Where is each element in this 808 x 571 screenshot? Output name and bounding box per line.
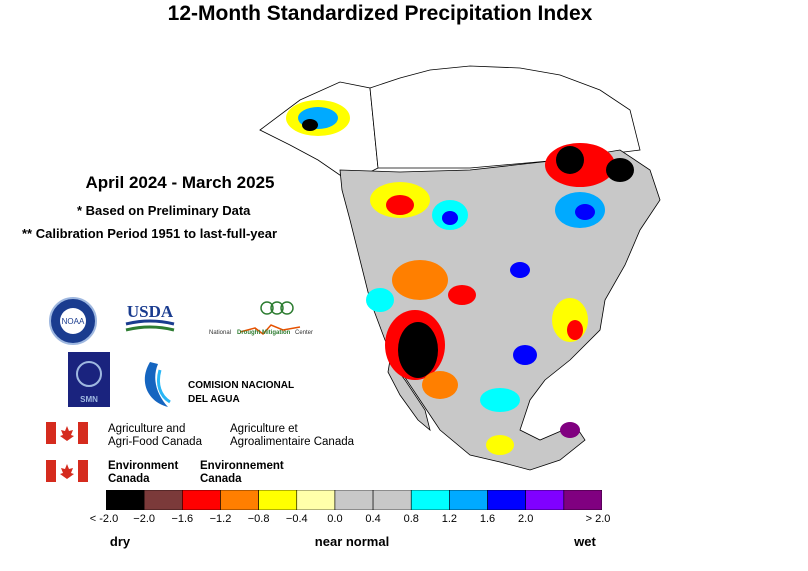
color-swatch [410, 490, 450, 510]
conagua-line2: DEL AGUA [188, 394, 240, 405]
noaa-logo: NOAA [49, 297, 97, 345]
color-scale-tick-label: −0.4 [285, 513, 308, 525]
land-mass [339, 149, 661, 471]
aafc-en-line2: Agri-Food Canada [108, 436, 202, 448]
aafc-fr-line2: Agroalimentaire Canada [230, 436, 355, 448]
baja-peninsula [387, 359, 431, 432]
color-swatch [525, 490, 565, 510]
usda-logo: USDA [125, 302, 175, 332]
color-scale-tick-label: 2.0 [518, 513, 534, 525]
color-scale-bar [106, 490, 602, 510]
color-swatch [487, 490, 526, 510]
ndmc-suffix: Center [295, 330, 313, 336]
smn-logo: SMN [68, 352, 110, 407]
color-scale-tick-label: > 2.0 [585, 513, 611, 525]
color-scale-tick-label: 0.0 [327, 513, 343, 525]
map-title: 12-Month Standardized Precipitation Inde… [167, 2, 593, 25]
aafc-fr-line1: Agriculture et [230, 423, 298, 435]
color-scale-tick-label: < -2.0 [89, 513, 119, 525]
legend-wet: wet [574, 534, 596, 549]
color-scale-tick-label: 1.2 [441, 513, 458, 525]
color-swatch [372, 490, 412, 510]
color-swatch [220, 490, 259, 510]
calibration-note: ** Calibration Period 1951 to last-full-… [22, 226, 278, 241]
usda-logo-text: USDA [127, 302, 174, 321]
ndmc-prefix: National [209, 330, 231, 336]
color-scale-tick-label: −2.0 [133, 513, 155, 525]
color-swatch [106, 490, 145, 510]
color-swatch [182, 490, 221, 510]
ec-fr-line1: Environnement [200, 460, 284, 472]
color-scale-tick-label: 0.4 [365, 513, 381, 525]
ndmc-logo: National Drought Mitigation Center [209, 301, 313, 336]
conagua-logo: COMISION NACIONAL DEL AGUA [144, 362, 294, 407]
ec-en-line1: Environment [108, 460, 179, 472]
color-scale-tick-label: −1.2 [209, 513, 232, 525]
period-label: April 2024 - March 2025 [85, 173, 275, 192]
color-scale-tick-label: −0.8 [247, 513, 270, 525]
color-swatch [296, 490, 336, 510]
color-swatch [563, 490, 602, 510]
color-scale-tick-label: 1.6 [479, 513, 496, 525]
legend-dry: dry [109, 534, 131, 549]
ec-fr-line2: Canada [200, 473, 242, 485]
north-america-base [259, 65, 661, 471]
smn-logo-text: SMN [80, 395, 98, 404]
color-scale-tick-label: 0.8 [403, 513, 419, 525]
northern-canada [369, 65, 641, 169]
noaa-logo-text: NOAA [62, 317, 85, 326]
color-swatch [143, 490, 183, 510]
ndmc-mid: Drought Mitigation [237, 330, 291, 336]
preliminary-note: * Based on Preliminary Data [77, 203, 251, 218]
color-swatch [258, 490, 298, 510]
color-scale-tick-label: −1.6 [171, 513, 194, 525]
canada-flag-icon [46, 422, 88, 444]
color-swatch [334, 490, 374, 510]
canada-flag-icon [46, 460, 88, 482]
aafc-en-line1: Agriculture and [108, 423, 186, 435]
conagua-line1: COMISION NACIONAL [188, 380, 294, 391]
legend-near-normal: near normal [314, 534, 390, 549]
spi-anomalies [286, 100, 634, 455]
ec-en-line2: Canada [108, 473, 150, 485]
color-swatch [449, 490, 488, 510]
